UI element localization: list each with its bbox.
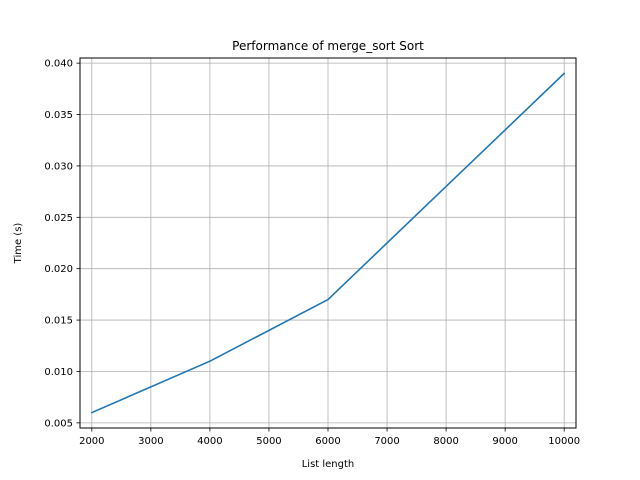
y-axis-ticks: 0.005 0.010 0.015 0.020 0.025 0.030 0.035 0.040 <box>44 59 80 429</box>
x-tick-label: 9000 <box>492 436 517 447</box>
y-tick-label: 0.025 <box>44 213 73 224</box>
x-tick-label: 5000 <box>256 436 281 447</box>
x-tick-label: 3000 <box>138 436 163 447</box>
x-tick-label: 2000 <box>79 436 104 447</box>
x-tick-label: 7000 <box>374 436 399 447</box>
x-tick-label: 4000 <box>197 436 222 447</box>
y-tick-label: 0.015 <box>44 316 73 327</box>
y-tick-label: 0.040 <box>44 59 73 70</box>
y-axis-label: Time (s) <box>13 223 24 265</box>
y-tick-label: 0.030 <box>44 161 73 172</box>
x-axis-ticks: 2000 3000 4000 5000 6000 7000 8000 9000 10000 <box>79 428 580 447</box>
x-axis-label: List length <box>302 459 355 470</box>
x-tick-label: 6000 <box>315 436 340 447</box>
plot-series <box>90 72 566 414</box>
x-tick-label: 10000 <box>548 436 580 447</box>
x-tick-label: 8000 <box>433 436 458 447</box>
y-tick-label: 0.005 <box>44 418 73 429</box>
y-tick-label: 0.010 <box>44 367 73 378</box>
y-tick-label: 0.020 <box>44 264 73 275</box>
y-tick-label: 0.035 <box>44 110 73 121</box>
chart-title: Performance of merge_sort Sort <box>232 39 424 53</box>
